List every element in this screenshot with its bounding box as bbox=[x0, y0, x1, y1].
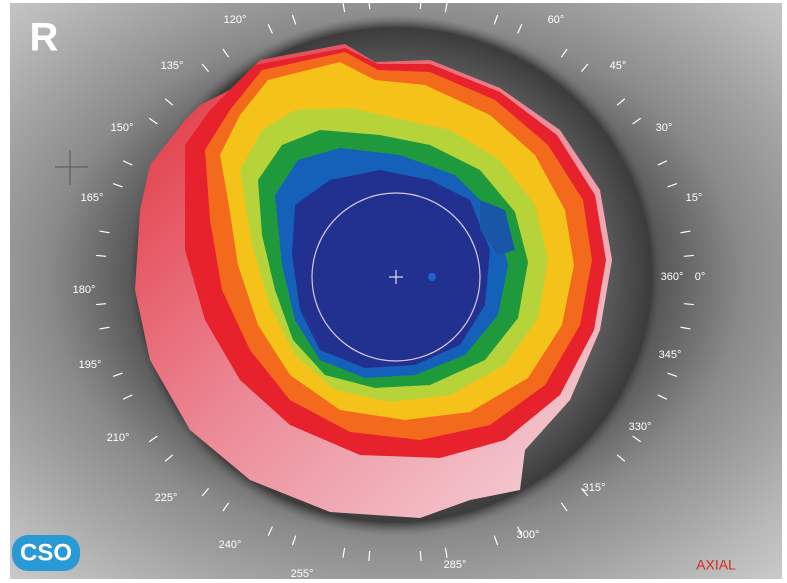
degree-label: 150° bbox=[111, 122, 134, 134]
degree-label: 165° bbox=[81, 192, 104, 204]
degree-label: 0° bbox=[695, 271, 706, 283]
degree-label: 195° bbox=[79, 359, 102, 371]
degree-label: 15° bbox=[686, 192, 703, 204]
degree-label: 345° bbox=[659, 349, 682, 361]
cso-logo: CSO bbox=[12, 535, 80, 571]
degree-label: 60° bbox=[548, 14, 565, 26]
degree-label: 210° bbox=[107, 432, 130, 444]
degree-label: 315° bbox=[583, 482, 606, 494]
degree-label: 30° bbox=[656, 122, 673, 134]
degree-label: 330° bbox=[629, 421, 652, 433]
degree-label: 240° bbox=[219, 539, 242, 551]
degree-label: 285° bbox=[444, 559, 467, 571]
vertex-dot bbox=[428, 273, 436, 281]
topography-screen: 120° 60° 135° 45° 150° 30° 165° 15° 180° 360° 0° 19… bbox=[0, 0, 787, 583]
degree-label: 180° bbox=[73, 284, 96, 296]
page: 120° 60° 135° 45° 150° 30° 165° 15° 180° 360° 0° 19… bbox=[0, 0, 787, 583]
degree-label: 120° bbox=[224, 14, 247, 26]
degree-label: 300° bbox=[517, 529, 540, 541]
degree-label: 255° bbox=[291, 568, 314, 580]
degree-label: 225° bbox=[155, 492, 178, 504]
eye-side: R bbox=[30, 16, 59, 60]
logo-text: CSO bbox=[20, 539, 72, 566]
zone-darkblue bbox=[292, 170, 490, 368]
map-type: AXIAL bbox=[696, 557, 736, 573]
degree-label: 135° bbox=[161, 60, 184, 72]
degree-label: 45° bbox=[610, 60, 627, 72]
degree-label: 360° bbox=[661, 271, 684, 283]
